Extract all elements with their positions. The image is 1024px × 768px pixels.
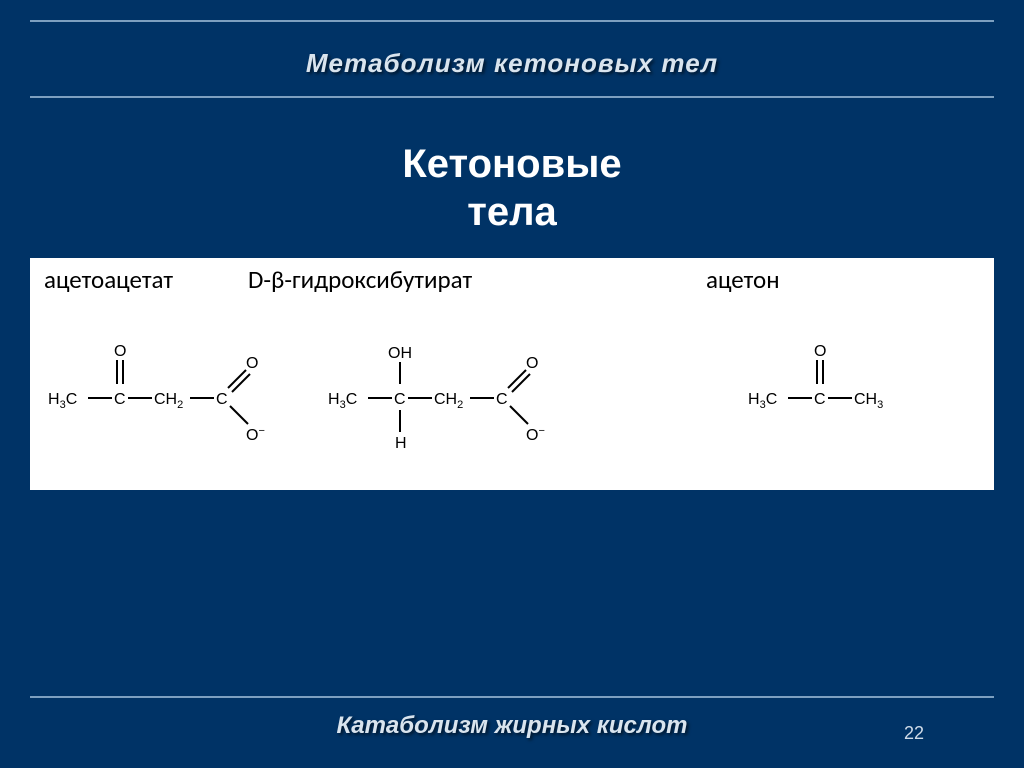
svg-text:OH: OH xyxy=(388,345,412,362)
svg-text:C: C xyxy=(114,391,126,408)
divider-bottom xyxy=(30,696,994,698)
svg-text:C: C xyxy=(496,391,508,408)
structures-panel: ацетоацетат D-β-гидроксибутират ацетон xyxy=(30,258,994,490)
svg-text:C: C xyxy=(814,391,826,408)
divider-top xyxy=(30,20,994,22)
svg-text:H3C: H3C xyxy=(328,391,357,411)
svg-text:CH2: CH2 xyxy=(154,391,183,411)
svg-text:H3C: H3C xyxy=(748,391,777,411)
title-line-1: Кетоновые xyxy=(402,142,621,186)
svg-text:CH3: CH3 xyxy=(854,391,883,411)
svg-text:O: O xyxy=(814,343,826,360)
label-acetoacetate: ацетоацетат xyxy=(44,264,173,295)
page-number: 22 xyxy=(904,723,924,744)
label-hydroxybutyrate: D-β-гидроксибутират xyxy=(248,264,472,295)
svg-text:H: H xyxy=(395,435,407,452)
label-acetone: ацетон xyxy=(706,264,780,295)
divider-under-title xyxy=(30,96,994,98)
svg-text:CH2: CH2 xyxy=(434,391,463,411)
svg-text:C: C xyxy=(394,391,406,408)
footer-title: Катаболизм жирных кислот xyxy=(0,712,1024,740)
molecule-acetone: H3C C CH3 O xyxy=(740,318,940,458)
svg-text:O: O xyxy=(526,355,538,372)
svg-text:O−: O− xyxy=(246,425,265,444)
svg-text:O−: O− xyxy=(526,425,545,444)
title-line-2: тела xyxy=(467,190,557,234)
svg-text:C: C xyxy=(216,391,228,408)
svg-text:O: O xyxy=(114,343,126,360)
molecule-acetoacetate: H3C C CH2 C O O O− xyxy=(40,318,270,468)
svg-text:H3C: H3C xyxy=(48,391,77,411)
molecule-hydroxybutyrate: H3C C CH2 C OH H O O− xyxy=(320,318,570,478)
svg-text:O: O xyxy=(246,355,258,372)
molecules-area: H3C C CH2 C O O O− xyxy=(30,318,994,488)
page-title: Кетоновые тела xyxy=(0,140,1024,236)
section-title: Метаболизм кетоновых тел xyxy=(0,48,1024,79)
